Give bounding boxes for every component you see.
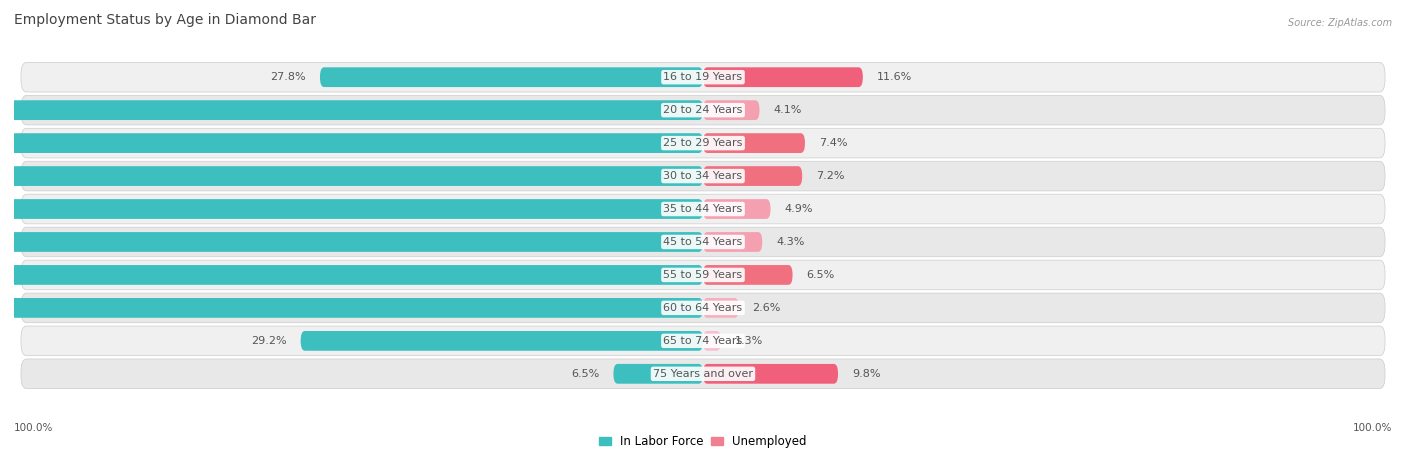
FancyBboxPatch shape (613, 364, 703, 384)
FancyBboxPatch shape (0, 265, 703, 285)
FancyBboxPatch shape (703, 100, 759, 120)
Text: 11.6%: 11.6% (876, 72, 912, 82)
Text: 45 to 54 Years: 45 to 54 Years (664, 237, 742, 247)
Text: Source: ZipAtlas.com: Source: ZipAtlas.com (1288, 18, 1392, 28)
FancyBboxPatch shape (703, 199, 770, 219)
FancyBboxPatch shape (21, 326, 1385, 356)
FancyBboxPatch shape (703, 166, 803, 186)
FancyBboxPatch shape (0, 298, 703, 318)
FancyBboxPatch shape (0, 232, 703, 252)
Text: 29.2%: 29.2% (252, 336, 287, 346)
FancyBboxPatch shape (21, 62, 1385, 92)
FancyBboxPatch shape (21, 95, 1385, 125)
Text: 7.2%: 7.2% (815, 171, 845, 181)
FancyBboxPatch shape (703, 331, 721, 351)
Text: 2.6%: 2.6% (752, 303, 780, 313)
FancyBboxPatch shape (0, 199, 703, 219)
Text: 100.0%: 100.0% (14, 423, 53, 433)
FancyBboxPatch shape (703, 67, 863, 87)
Text: 4.3%: 4.3% (776, 237, 804, 247)
Text: 75 Years and over: 75 Years and over (652, 369, 754, 379)
Text: 1.3%: 1.3% (735, 336, 763, 346)
FancyBboxPatch shape (0, 133, 703, 153)
FancyBboxPatch shape (21, 128, 1385, 158)
Text: 27.8%: 27.8% (270, 72, 307, 82)
Text: Employment Status by Age in Diamond Bar: Employment Status by Age in Diamond Bar (14, 13, 316, 27)
FancyBboxPatch shape (321, 67, 703, 87)
FancyBboxPatch shape (703, 265, 793, 285)
FancyBboxPatch shape (703, 133, 806, 153)
Text: 20 to 24 Years: 20 to 24 Years (664, 105, 742, 115)
FancyBboxPatch shape (703, 232, 762, 252)
Text: 7.4%: 7.4% (818, 138, 848, 148)
FancyBboxPatch shape (301, 331, 703, 351)
Text: 30 to 34 Years: 30 to 34 Years (664, 171, 742, 181)
Text: 65 to 74 Years: 65 to 74 Years (664, 336, 742, 346)
Text: 25 to 29 Years: 25 to 29 Years (664, 138, 742, 148)
FancyBboxPatch shape (703, 364, 838, 384)
Text: 35 to 44 Years: 35 to 44 Years (664, 204, 742, 214)
FancyBboxPatch shape (21, 359, 1385, 389)
FancyBboxPatch shape (21, 161, 1385, 191)
Text: 6.5%: 6.5% (807, 270, 835, 280)
FancyBboxPatch shape (0, 166, 703, 186)
Text: 60 to 64 Years: 60 to 64 Years (664, 303, 742, 313)
FancyBboxPatch shape (21, 227, 1385, 257)
Text: 55 to 59 Years: 55 to 59 Years (664, 270, 742, 280)
FancyBboxPatch shape (21, 260, 1385, 290)
FancyBboxPatch shape (21, 293, 1385, 323)
FancyBboxPatch shape (703, 298, 738, 318)
Text: 6.5%: 6.5% (571, 369, 599, 379)
Text: 100.0%: 100.0% (1353, 423, 1392, 433)
FancyBboxPatch shape (0, 100, 703, 120)
Text: 16 to 19 Years: 16 to 19 Years (664, 72, 742, 82)
Text: 4.9%: 4.9% (785, 204, 813, 214)
Text: 9.8%: 9.8% (852, 369, 880, 379)
Legend: In Labor Force, Unemployed: In Labor Force, Unemployed (595, 430, 811, 451)
FancyBboxPatch shape (21, 194, 1385, 224)
Text: 4.1%: 4.1% (773, 105, 801, 115)
